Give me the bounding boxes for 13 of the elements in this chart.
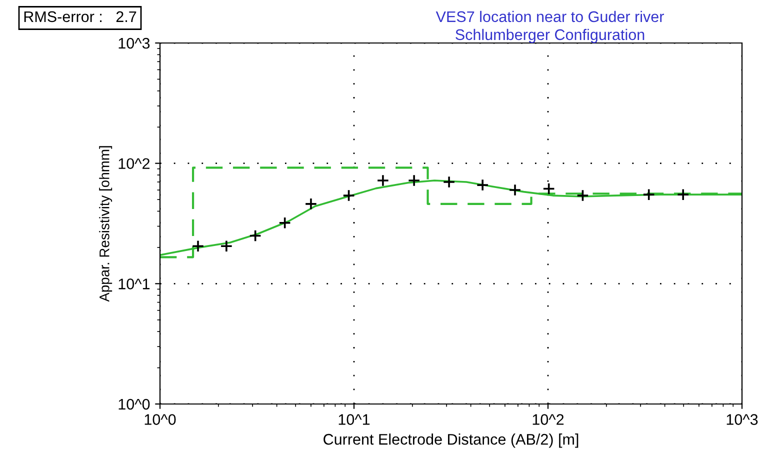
y-tick-label: 10^1 <box>118 278 150 290</box>
x-tick-label: 10^0 <box>144 414 176 425</box>
x-axis-title: Current Electrode Distance (AB/2) [m] <box>324 434 578 448</box>
x-tick-label: 10^2 <box>532 414 564 425</box>
x-tick-label: 10^1 <box>338 414 370 425</box>
x-tick-label: 10^3 <box>726 414 758 425</box>
y-tick-label: 10^0 <box>118 398 150 410</box>
y-tick-label: 10^2 <box>118 158 150 170</box>
chart-title: VES7 location near to Guder river <box>436 10 664 22</box>
text: RMS-error : 2.7 <box>24 11 136 22</box>
y-axis-title: Appar. Resistivity [ohmm] <box>99 146 112 302</box>
chart-subtitle: Schlumberger Configuration <box>456 28 644 44</box>
y-tick-label: 10^3 <box>118 38 150 49</box>
